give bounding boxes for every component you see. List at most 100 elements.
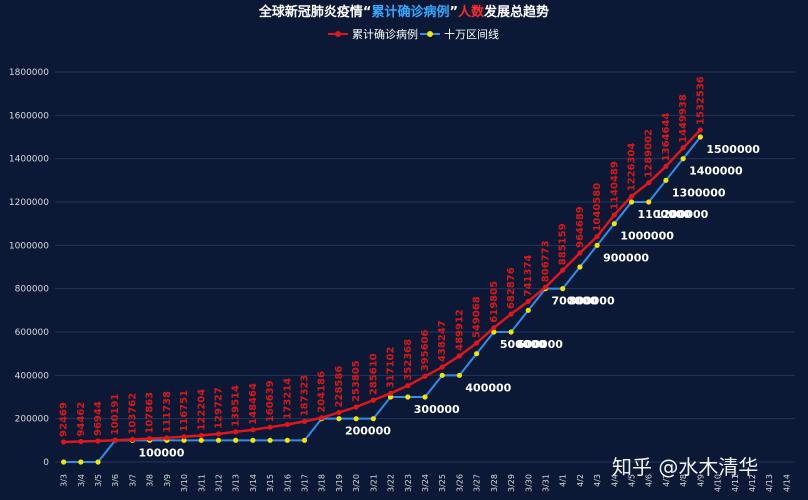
step-value-label: 600000 <box>517 338 563 351</box>
step-point <box>267 437 273 443</box>
x-tick-label: 3/13 <box>232 474 241 492</box>
x-tick-label: 4/7 <box>662 474 671 487</box>
x-tick-label: 3/5 <box>94 474 103 487</box>
title-part-4: 人数 <box>458 4 485 20</box>
step-point <box>61 459 67 465</box>
cumulative-point <box>456 353 463 359</box>
step-point <box>663 177 669 183</box>
cumulative-point <box>267 424 273 430</box>
y-tick-label: 800000 <box>15 285 50 295</box>
y-tick-label: 1200000 <box>9 198 49 208</box>
cumulative-value-label: 94462 <box>76 402 87 437</box>
step-point <box>628 199 635 205</box>
step-point <box>215 437 222 443</box>
cumulative-point <box>474 340 480 346</box>
step-point <box>336 416 342 422</box>
cumulative-point <box>594 233 600 240</box>
y-tick-label: 1800000 <box>9 68 49 78</box>
cumulative-value-label: 395606 <box>420 329 431 371</box>
cumulative-value-label: 549068 <box>472 296 483 338</box>
x-tick-label: 4/6 <box>645 474 654 487</box>
cumulative-value-label: 1040580 <box>592 183 603 232</box>
step-point <box>370 416 376 422</box>
cumulative-point <box>680 145 686 151</box>
step-point <box>284 437 290 443</box>
cumulative-value-label: 741374 <box>523 255 534 297</box>
cumulative-point <box>181 434 187 440</box>
cumulative-value-label: 100191 <box>110 394 121 436</box>
cumulative-value-label: 116751 <box>179 390 190 432</box>
x-tick-label: 3/16 <box>283 474 292 492</box>
cumulative-value-label: 619805 <box>489 281 500 323</box>
cumulative-value-label: 228586 <box>334 366 345 408</box>
cumulative-point <box>215 431 222 437</box>
step-point <box>233 437 239 443</box>
cumulative-point <box>147 436 153 442</box>
title-part-1: 全球新冠肺炎疫情“ <box>258 4 372 20</box>
cumulative-value-label: 1532536 <box>695 76 706 125</box>
cumulative-value-label: 253805 <box>351 360 362 402</box>
step-value-label: 1500000 <box>706 143 760 156</box>
step-point <box>646 199 652 205</box>
cumulative-point <box>422 373 428 379</box>
x-tick-label: 4/3 <box>593 474 602 487</box>
step-point <box>301 437 308 443</box>
step-point <box>78 459 84 465</box>
cumulative-value-label: 111738 <box>162 391 173 433</box>
x-tick-label: 3/24 <box>421 474 430 492</box>
x-tick-label: 3/23 <box>404 474 413 492</box>
step-value-label: 1400000 <box>689 165 743 178</box>
x-tick-label: 3/6 <box>111 474 120 487</box>
x-tick-label: 3/21 <box>369 474 378 492</box>
x-tick-label: 3/22 <box>387 474 396 492</box>
cumulative-point <box>129 436 136 443</box>
y-tick-label: 0 <box>43 458 49 468</box>
x-tick-label: 3/15 <box>266 474 275 492</box>
step-point <box>474 351 480 357</box>
title-part-5: 发展总趋势 <box>483 4 549 20</box>
x-tick-label: 3/17 <box>301 474 310 492</box>
y-tick-label: 600000 <box>15 328 50 338</box>
step-point <box>95 459 101 465</box>
step-point <box>577 264 583 270</box>
x-tick-label: 4/1 <box>559 474 568 487</box>
step-point <box>491 329 497 335</box>
x-tick-label: 3/20 <box>352 474 361 492</box>
step-point <box>439 372 445 378</box>
cumulative-value-label: 1226304 <box>627 143 638 192</box>
cumulative-point <box>61 439 67 445</box>
step-line-path <box>63 136 702 463</box>
x-tick-label: 3/19 <box>335 474 344 492</box>
x-tick-label: 4/10 <box>714 474 723 492</box>
cumulative-point <box>112 437 118 443</box>
title-part-3: ” <box>449 5 458 20</box>
cumulative-point <box>164 435 170 441</box>
step-point <box>594 242 600 248</box>
y-tick-label: 1400000 <box>9 155 49 165</box>
x-tick-label: 3/3 <box>60 474 69 487</box>
cumulative-point <box>353 404 359 410</box>
step-point <box>697 134 703 140</box>
watermark: 知乎 @水木清华 <box>612 455 758 479</box>
cumulative-value-label: 438247 <box>437 320 448 362</box>
cumulative-point <box>628 193 635 199</box>
chart-title: 全球新冠肺炎疫情“累计确诊病例”人数发展总趋势 <box>258 4 549 20</box>
x-tick-label: 3/11 <box>197 474 206 492</box>
legend-label-step: 十万区间线 <box>444 27 499 41</box>
cumulative-point <box>301 418 308 425</box>
cumulative-value-label: 352368 <box>403 339 414 381</box>
cumulative-point <box>405 383 411 389</box>
x-tick-label: 3/26 <box>455 474 464 492</box>
cumulative-value-label: 107863 <box>145 392 156 434</box>
step-value-label: 400000 <box>465 381 511 394</box>
cumulative-data-labels: 92469 94462 96944 100191 103762 107863 111738 1… <box>59 76 707 437</box>
step-point <box>508 329 514 335</box>
x-tick-label: 3/18 <box>318 474 327 492</box>
cumulative-value-label: 1449938 <box>678 94 689 143</box>
cumulative-value-label: 285610 <box>368 353 379 395</box>
cumulative-value-label: 187323 <box>300 375 311 417</box>
x-tick-label: 3/30 <box>524 474 533 492</box>
cumulative-point <box>319 415 325 421</box>
cumulative-point <box>198 432 204 439</box>
